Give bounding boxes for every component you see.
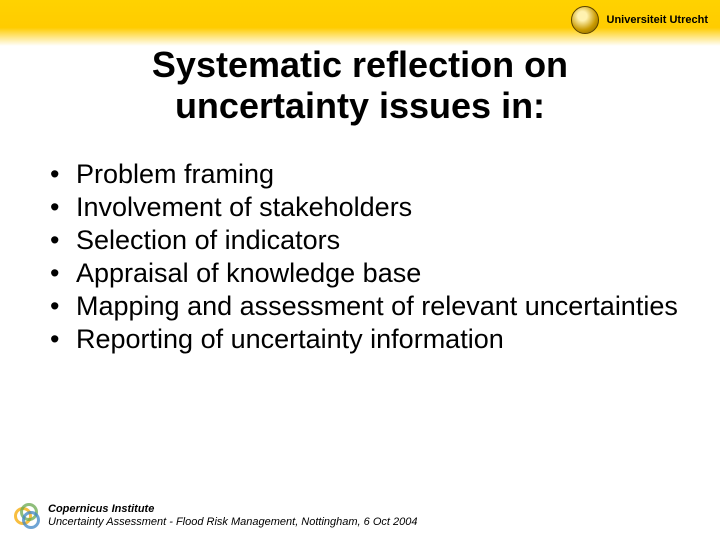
footer-subtitle: Uncertainty Assessment - Flood Risk Mana… bbox=[48, 516, 417, 528]
bullet-item: Involvement of stakeholders bbox=[50, 191, 680, 224]
university-name: Universiteit Utrecht bbox=[607, 14, 708, 26]
copernicus-logo-icon bbox=[14, 503, 40, 529]
university-seal-icon bbox=[571, 6, 599, 34]
bullet-item: Appraisal of knowledge base bbox=[50, 257, 680, 290]
slide-title: Systematic reflection on uncertainty iss… bbox=[0, 44, 720, 127]
bullet-item: Selection of indicators bbox=[50, 224, 680, 257]
bullet-item: Problem framing bbox=[50, 158, 680, 191]
bullet-text: Mapping and assessment of relevant uncer… bbox=[76, 291, 678, 321]
bullet-item: Reporting of uncertainty information bbox=[50, 323, 680, 356]
bullet-item: Mapping and assessment of relevant uncer… bbox=[50, 290, 680, 323]
university-logo: Universiteit Utrecht bbox=[571, 6, 708, 34]
footer-institute: Copernicus Institute bbox=[48, 503, 154, 515]
bullet-text: Selection of indicators bbox=[76, 225, 340, 255]
title-line-2: uncertainty issues in: bbox=[175, 85, 545, 126]
footer-text: Copernicus Institute Uncertainty Assessm… bbox=[48, 503, 417, 531]
bullet-text: Appraisal of knowledge base bbox=[76, 258, 421, 288]
bullet-list: Problem framing Involvement of stakehold… bbox=[50, 158, 680, 356]
bullet-text: Problem framing bbox=[76, 159, 274, 189]
bullet-text: Reporting of uncertainty information bbox=[76, 324, 504, 354]
footer: Copernicus Institute Uncertainty Assessm… bbox=[14, 503, 706, 531]
title-line-1: Systematic reflection on bbox=[152, 44, 568, 85]
bullet-text: Involvement of stakeholders bbox=[76, 192, 412, 222]
